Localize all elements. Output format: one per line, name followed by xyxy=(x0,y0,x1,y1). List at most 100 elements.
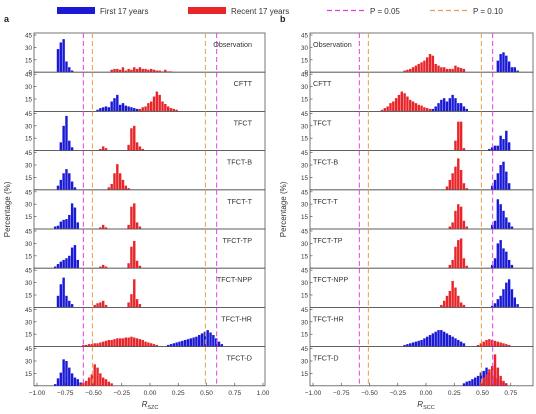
recent-bar xyxy=(175,109,178,112)
first-bar xyxy=(496,60,500,73)
recent-bar xyxy=(133,125,136,151)
recent-bar xyxy=(465,265,468,269)
recent-bar xyxy=(457,121,460,151)
recent-bar xyxy=(496,341,500,347)
first-bar xyxy=(448,98,452,112)
recent-bar xyxy=(499,342,502,347)
recent-bar xyxy=(127,263,130,269)
x-tick-label: 0.75 xyxy=(228,390,241,397)
first-bar xyxy=(76,259,79,269)
first-bar xyxy=(56,225,60,229)
recent-bar xyxy=(133,337,136,347)
subplot-label: TFCT-D xyxy=(226,354,252,363)
first-bar xyxy=(169,344,173,347)
first-bar xyxy=(127,106,130,112)
y-tick-label: 30 xyxy=(25,123,33,130)
first-bar xyxy=(70,203,74,229)
first-bar xyxy=(417,340,420,347)
recent-bar xyxy=(397,94,401,112)
first-bar xyxy=(62,359,65,386)
recent-bar xyxy=(465,226,468,229)
x-tick-label: −1.00 xyxy=(305,390,322,397)
y-tick-label: 30 xyxy=(25,319,33,326)
recent-bar xyxy=(166,106,170,112)
recent-bar xyxy=(442,67,446,73)
first-bar xyxy=(59,142,63,151)
recent-bar xyxy=(454,246,457,269)
recent-bar xyxy=(428,54,432,73)
recent-bar xyxy=(459,121,463,151)
recent-bar xyxy=(150,343,153,347)
recent-bar xyxy=(161,71,164,73)
recent-bar xyxy=(96,343,99,347)
first-bar xyxy=(445,333,449,347)
subplot-label: CFTT xyxy=(313,79,332,88)
recent-bar xyxy=(451,280,454,308)
recent-bar xyxy=(457,158,460,190)
recent-bar xyxy=(90,344,94,347)
y-tick-label: 30 xyxy=(25,45,33,52)
first-bar xyxy=(68,300,71,308)
x-tick-label: 0.75 xyxy=(504,390,517,397)
y-tick-label: 30 xyxy=(301,84,309,91)
first-bar xyxy=(493,258,497,269)
recent-bar xyxy=(411,67,415,73)
y-tick-label: 30 xyxy=(301,359,309,366)
subplot-tfct-npp: 15 30 45 TFCT-NPP xyxy=(25,268,266,308)
recent-bar xyxy=(99,227,102,229)
recent-bar xyxy=(426,108,429,112)
first-bar xyxy=(510,67,514,73)
recent-bar xyxy=(93,343,96,347)
first-bar xyxy=(516,304,519,308)
recent-bar xyxy=(169,108,173,112)
y-tick-label: 45 xyxy=(301,189,309,196)
first-bar xyxy=(462,106,466,112)
first-bar xyxy=(56,49,60,73)
recent-bar xyxy=(101,377,105,386)
legend-label-0: First 17 years xyxy=(100,7,148,16)
subplot-tfct: 15 30 45 TFCT xyxy=(301,111,534,152)
recent-bar xyxy=(147,342,150,347)
recent-bar xyxy=(116,68,119,73)
y-tick-label: 30 xyxy=(25,163,33,170)
first-bar xyxy=(217,341,221,347)
recent-bar xyxy=(457,295,460,308)
y-tick-label: 45 xyxy=(25,150,33,157)
recent-bar xyxy=(101,300,105,308)
recent-bar xyxy=(127,68,130,73)
recent-bar xyxy=(124,70,127,73)
recent-bar xyxy=(445,186,449,190)
recent-bar xyxy=(485,374,488,386)
first-bar xyxy=(73,187,77,190)
recent-bar xyxy=(164,69,167,73)
subplot-tfct-d: 15 30 45 TFCT-D xyxy=(25,346,266,387)
first-bar xyxy=(437,103,440,112)
y-axis-label: Percentage (%) xyxy=(3,181,12,237)
recent-bar xyxy=(155,70,159,73)
subplot-tfct-npp: 15 30 45 TFCT-NPP xyxy=(301,268,534,308)
recent-bar xyxy=(445,68,449,73)
first-bar xyxy=(59,261,63,269)
recent-bar xyxy=(116,164,119,190)
first-bar xyxy=(510,264,514,269)
first-bar xyxy=(70,373,74,386)
recent-bar xyxy=(141,68,144,73)
recent-bar xyxy=(158,94,161,112)
x-tick-label: −0.25 xyxy=(390,390,407,397)
first-bar xyxy=(499,204,502,229)
first-bar xyxy=(62,219,65,229)
recent-bar xyxy=(150,68,153,73)
first-bar xyxy=(490,264,494,269)
first-bar xyxy=(454,338,457,347)
first-bar xyxy=(505,130,508,151)
first-bar xyxy=(510,289,514,308)
first-bar xyxy=(133,108,136,112)
first-bar xyxy=(505,171,508,190)
y-tick-label: 45 xyxy=(301,307,309,314)
recent-bar xyxy=(394,98,398,112)
first-bar xyxy=(505,55,508,73)
recent-bar xyxy=(155,91,159,112)
first-bar xyxy=(442,331,446,347)
recent-bar xyxy=(505,344,508,347)
